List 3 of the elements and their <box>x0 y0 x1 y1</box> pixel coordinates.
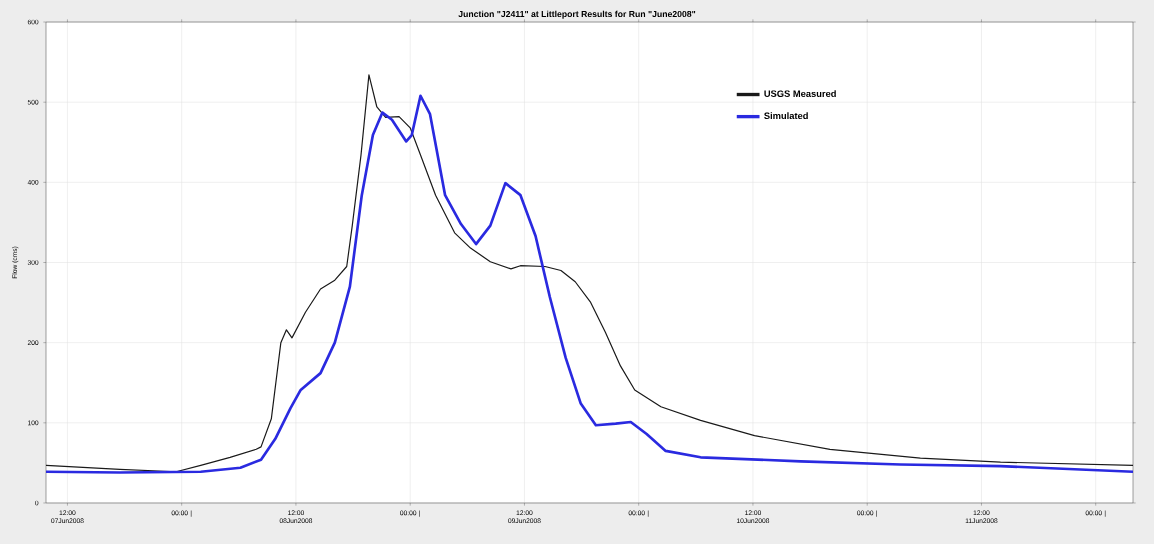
chart-title: Junction "J2411" at Littleport Results for Run "June2008" <box>458 10 696 19</box>
legend-label: Simulated <box>764 112 808 120</box>
legend-label: USGS Measured <box>764 90 836 97</box>
